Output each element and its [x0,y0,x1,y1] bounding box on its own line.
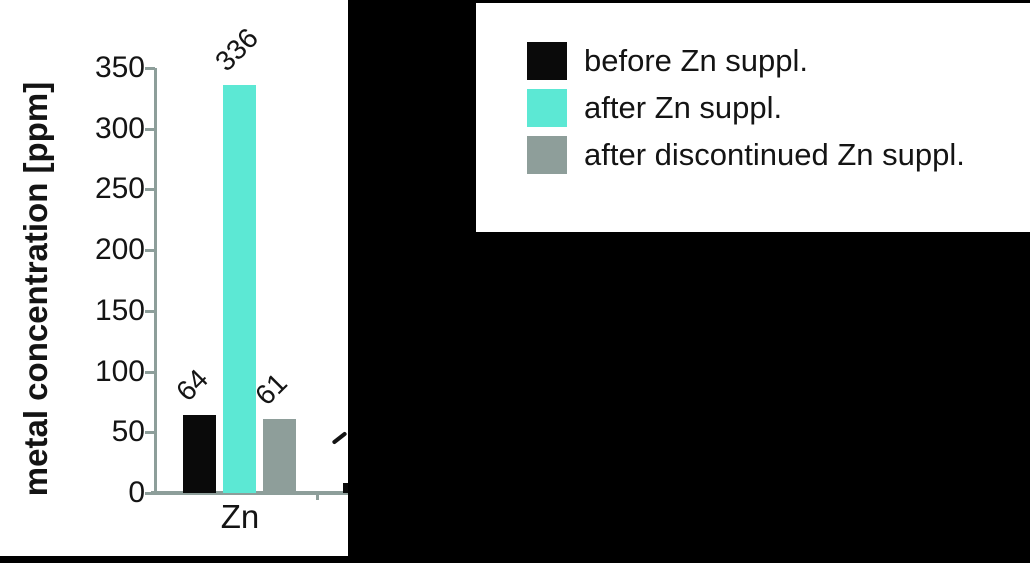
y-tick-label: 100 [94,354,145,388]
legend-swatch-before-icon [527,42,567,80]
y-axis-tick [145,370,155,374]
y-axis-line [154,68,157,493]
legend-item-after-discontinued-zn-suppl: after discontinued Zn suppl. [527,136,1030,174]
y-tick-label: 300 [94,111,145,145]
partial-data-label-fragment [331,431,348,445]
legend-label-discontinued: after discontinued Zn suppl. [584,137,965,172]
y-tick-label: 0 [128,476,145,509]
legend-label-before: before Zn suppl. [584,43,809,78]
x-category-label: Zn [220,498,260,535]
y-axis-tick [145,127,155,131]
x-axis-tick [316,494,319,500]
bar-0 [183,415,216,493]
legend-item-before-zn-suppl: before Zn suppl. [527,42,1030,80]
bar-data-label-1: 336 [209,22,265,77]
y-tick-label: 200 [94,233,145,267]
y-axis-tick [145,249,155,253]
plot-area: 0 50 100 150 200 250 300 350 64 336 61 Zn [0,0,348,556]
legend-box: before Zn suppl. after Zn suppl. after d… [476,3,1030,232]
legend-swatch-after-icon [527,89,567,127]
legend-swatch-discontinued-icon [527,136,567,174]
legend-label-after: after Zn suppl. [584,90,783,125]
bar-data-label-2: 61 [249,366,294,411]
y-tick-label: 350 [94,51,145,84]
x-axis-line [151,491,348,495]
y-tick-label: 250 [94,172,145,206]
y-axis-tick [145,309,155,313]
partial-bar-next-group [343,483,348,493]
bar-2 [262,418,296,493]
bar-data-label-0: 64 [169,363,214,408]
y-tick-label: 150 [94,293,145,327]
y-axis-tick [145,188,155,192]
y-axis-tick [145,431,155,435]
y-axis-tick [145,492,155,495]
legend-item-after-zn-suppl: after Zn suppl. [527,89,1030,127]
bar-1 [222,85,256,493]
y-axis-tick [145,67,155,70]
chart-panel: metal concentration [ppm] 0 50 100 150 200 25… [0,0,348,556]
y-tick-label: 50 [111,415,145,449]
